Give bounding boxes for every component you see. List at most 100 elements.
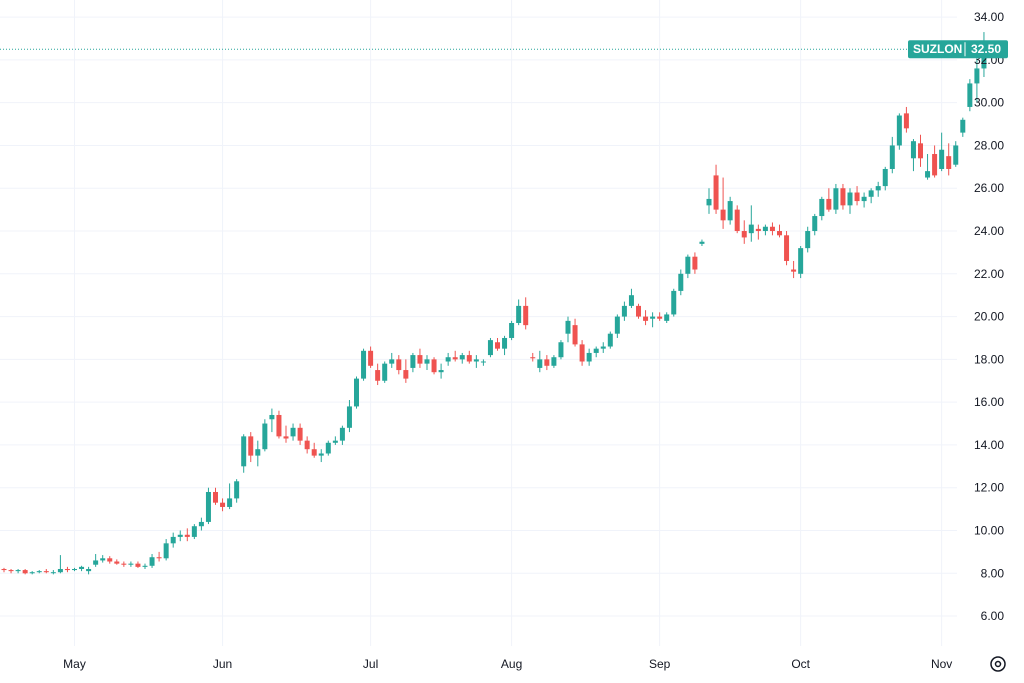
candle xyxy=(1,567,7,573)
candle-body xyxy=(967,83,973,107)
candle xyxy=(953,141,959,167)
candle xyxy=(361,348,367,381)
candle xyxy=(791,260,797,279)
candle-body xyxy=(184,534,190,537)
y-tick-label: 10.00 xyxy=(974,523,1004,537)
y-tick-label: 6.00 xyxy=(981,609,1005,623)
candle xyxy=(586,348,592,366)
candle-body xyxy=(537,359,543,368)
candle-body xyxy=(311,449,317,456)
candle-body xyxy=(664,314,670,321)
candle-body xyxy=(727,201,733,221)
candle-body xyxy=(304,440,310,450)
candle-body xyxy=(36,571,42,573)
candle xyxy=(396,355,402,375)
last-price-tag: SUZLON 32.50 xyxy=(908,40,1008,59)
candle-body xyxy=(854,192,860,202)
candle-body xyxy=(678,273,684,291)
candle-body xyxy=(339,427,345,441)
candle-body xyxy=(643,316,649,321)
candle-body xyxy=(318,453,324,456)
candle xyxy=(896,113,902,150)
candle xyxy=(847,188,853,214)
candle xyxy=(43,568,49,574)
candle xyxy=(918,134,923,167)
y-tick-label: 16.00 xyxy=(974,395,1004,409)
candle xyxy=(368,346,374,368)
candle-body xyxy=(699,241,705,244)
candle xyxy=(819,196,825,221)
candle-body xyxy=(269,414,275,420)
candle xyxy=(304,436,310,454)
candle-body xyxy=(530,357,536,359)
candle xyxy=(445,352,451,366)
candle xyxy=(854,186,860,206)
candle xyxy=(692,252,698,274)
candle-body xyxy=(64,568,70,571)
candle xyxy=(925,154,931,180)
candle-body xyxy=(495,342,500,349)
candle xyxy=(720,177,726,229)
candle xyxy=(311,442,317,458)
candle-body xyxy=(15,570,21,572)
candle xyxy=(205,487,211,525)
settings-button[interactable] xyxy=(990,656,1006,672)
candle xyxy=(932,145,938,178)
candle xyxy=(967,79,973,112)
candle-body xyxy=(734,209,740,232)
candle-body xyxy=(375,370,381,381)
candle xyxy=(628,288,634,309)
candle-body xyxy=(149,557,155,566)
y-tick-label: 8.00 xyxy=(981,566,1005,580)
candle-body xyxy=(769,226,775,232)
candle-body xyxy=(628,295,634,306)
candle-body xyxy=(107,558,113,562)
candle xyxy=(671,288,677,317)
candle-body xyxy=(198,521,204,527)
candle-body xyxy=(918,143,923,159)
candle-body xyxy=(396,359,402,371)
candle-body xyxy=(8,570,14,572)
candle-body xyxy=(177,534,183,537)
candle-body xyxy=(621,305,627,317)
candle-body xyxy=(262,423,268,450)
candle xyxy=(636,303,641,319)
candle xyxy=(452,350,458,362)
candle-body xyxy=(332,440,338,443)
candle xyxy=(135,561,141,568)
chart-grid xyxy=(0,0,957,646)
candle xyxy=(678,269,684,296)
candle xyxy=(473,355,479,368)
candle xyxy=(466,350,472,364)
x-tick-label: Aug xyxy=(501,657,522,671)
candle xyxy=(403,359,409,383)
candle-body xyxy=(290,427,296,437)
candle-body xyxy=(361,350,367,379)
candle xyxy=(375,363,381,386)
candle-body xyxy=(121,563,127,565)
candle xyxy=(170,532,176,548)
candle xyxy=(149,554,155,568)
y-tick-label: 18.00 xyxy=(974,352,1004,366)
y-tick-label: 20.00 xyxy=(974,310,1004,324)
candle-body xyxy=(417,355,423,364)
y-tick-label: 26.00 xyxy=(974,181,1004,195)
candle xyxy=(910,139,916,172)
candle xyxy=(755,224,761,240)
candle xyxy=(86,566,92,575)
candle xyxy=(290,423,296,441)
candle-body xyxy=(544,359,550,366)
x-tick-label: Sep xyxy=(649,657,671,671)
candle-body xyxy=(234,481,240,499)
candle xyxy=(64,566,70,573)
candle xyxy=(826,188,832,212)
candle xyxy=(621,301,627,321)
candle xyxy=(734,205,740,234)
candle xyxy=(502,335,508,356)
candle-body xyxy=(910,141,916,159)
settings-icon[interactable] xyxy=(990,656,1006,672)
candle xyxy=(946,143,952,176)
candle-body xyxy=(241,436,247,467)
candle xyxy=(114,559,120,565)
